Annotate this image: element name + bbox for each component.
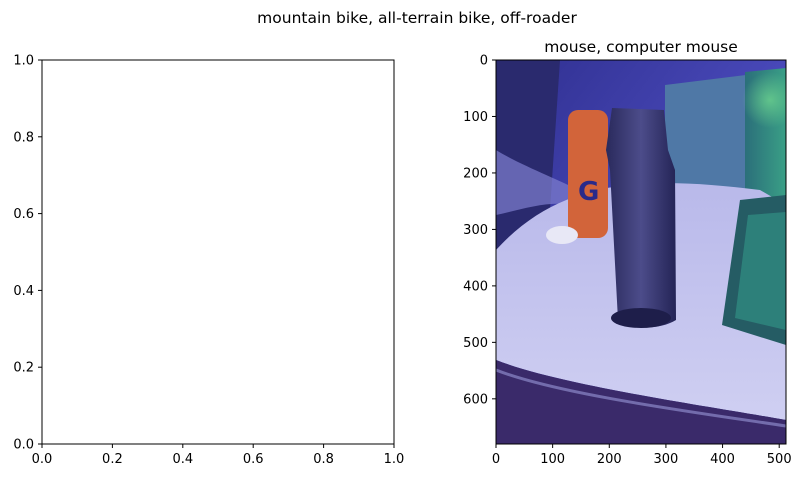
left-axes: 0.0 0.2 0.4 0.6 0.8 1.0 0.0 0.2 0.4 0.6 0.8 1.0: [13, 54, 404, 468]
y-tick-label: 600: [463, 392, 488, 407]
right-x-ticks: 0 100 200 300 400 500: [492, 444, 792, 467]
right-axes: mouse, computer mouse G: [463, 38, 792, 467]
y-tick-label: 100: [463, 110, 488, 125]
x-tick-label: 500: [767, 452, 792, 467]
y-tick-label: 400: [463, 279, 488, 294]
y-tick-label: 0.0: [13, 438, 34, 453]
x-tick-label: 300: [654, 452, 679, 467]
x-tick-label: 0.2: [102, 452, 123, 467]
svg-text:G: G: [578, 177, 599, 207]
y-tick-label: 0.8: [13, 130, 34, 145]
x-tick-label: 100: [540, 452, 565, 467]
x-tick-label: 0.6: [243, 452, 264, 467]
y-tick-label: 0: [480, 54, 488, 69]
x-tick-label: 0.8: [313, 452, 334, 467]
x-tick-label: 200: [597, 452, 622, 467]
left-y-ticks: 0.0 0.2 0.4 0.6 0.8 1.0: [13, 54, 42, 453]
right-axes-frame: [495, 59, 787, 445]
x-tick-label: 400: [710, 452, 735, 467]
y-tick-label: 300: [463, 223, 488, 238]
left-axes-frame: [41, 59, 395, 445]
y-tick-label: 1.0: [13, 54, 34, 69]
y-tick-label: 0.2: [13, 361, 34, 376]
left-x-ticks: 0.0 0.2 0.4 0.6 0.8 1.0: [32, 444, 405, 467]
y-tick-label: 500: [463, 336, 488, 351]
y-tick-label: 0.4: [13, 284, 34, 299]
right-y-ticks: 0 100 200 300 400 500 600: [463, 54, 496, 407]
right-axes-title: mouse, computer mouse: [544, 38, 738, 56]
heatmap-image: G: [496, 60, 786, 444]
figure-suptitle: mountain bike, all-terrain bike, off-roa…: [257, 9, 577, 27]
x-tick-label: 0.4: [172, 452, 193, 467]
x-tick-label: 0: [492, 452, 500, 467]
x-tick-label: 1.0: [384, 452, 405, 467]
y-tick-label: 200: [463, 166, 488, 181]
y-tick-label: 0.6: [13, 207, 34, 222]
x-tick-label: 0.0: [32, 452, 53, 467]
